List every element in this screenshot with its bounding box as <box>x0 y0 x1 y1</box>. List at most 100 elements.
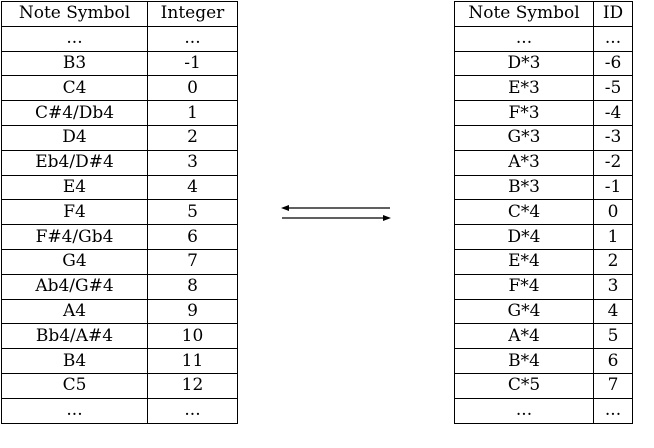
value-cell: 5 <box>593 323 633 350</box>
note-symbol-cell: D*3 <box>454 50 594 77</box>
note-symbol-cell: A*3 <box>454 149 594 176</box>
table-row: E*3 -5 <box>454 75 633 102</box>
table-row: G*4 4 <box>454 298 633 325</box>
value-cell: -6 <box>593 50 633 77</box>
value-cell: ... <box>147 25 238 52</box>
value-cell: 1 <box>593 224 633 250</box>
header-note-symbol: Note Symbol <box>1 1 148 27</box>
table-row: E4 4 <box>1 174 238 201</box>
note-symbol-cell: F#4/Gb4 <box>1 224 148 250</box>
note-symbol-cell: G*4 <box>454 298 594 325</box>
table-row: B4 11 <box>1 348 238 374</box>
left-note-table: Note Symbol Integer ...... B3 -1 C4 0 C#4/Db4… <box>1 1 238 424</box>
header-id: ID <box>593 1 633 27</box>
table-row: D4 2 <box>1 124 238 151</box>
note-symbol-cell: C*5 <box>454 372 594 399</box>
value-cell: -1 <box>147 50 238 77</box>
table-row: G*3 -3 <box>454 124 633 151</box>
table-row: B*3 -1 <box>454 174 633 201</box>
note-symbol-cell: C#4/Db4 <box>1 100 148 126</box>
note-symbol-cell: ... <box>454 25 594 52</box>
note-symbol-cell: ... <box>1 397 148 424</box>
note-symbol-cell: ... <box>1 25 148 52</box>
value-cell: -5 <box>593 75 633 102</box>
note-symbol-cell: D4 <box>1 124 148 151</box>
table-row: ...... <box>454 25 633 52</box>
note-symbol-cell: D*4 <box>454 224 594 250</box>
note-symbol-cell: A*4 <box>454 323 594 350</box>
note-symbol-cell: B4 <box>1 348 148 374</box>
table-row: D*4 1 <box>454 224 633 250</box>
value-cell: 3 <box>147 149 238 176</box>
table-row: F*4 3 <box>454 273 633 300</box>
value-cell: 4 <box>593 298 633 325</box>
value-cell: -3 <box>593 124 633 151</box>
table-row: B3 -1 <box>1 50 238 77</box>
note-symbol-cell: E4 <box>1 174 148 201</box>
table-row: Ab4/G#4 8 <box>1 273 238 300</box>
note-symbol-cell: C4 <box>1 75 148 102</box>
value-cell: 10 <box>147 323 238 350</box>
table-row: ...... <box>1 397 238 424</box>
table-row: A*3 -2 <box>454 149 633 176</box>
value-cell: -4 <box>593 100 633 126</box>
right-table-body: ...... D*3 -6 E*3 -5 F*3 -4 G*3 -3 A*3 -2 B*3 -1 C*4 0… <box>454 25 633 424</box>
value-cell: ... <box>147 397 238 424</box>
value-cell: 3 <box>593 273 633 300</box>
note-symbol-cell: G4 <box>1 248 148 275</box>
note-symbol-cell: E*3 <box>454 75 594 102</box>
table-row: C4 0 <box>1 75 238 102</box>
note-symbol-cell: F*4 <box>454 273 594 300</box>
note-symbol-cell: Bb4/A#4 <box>1 323 148 350</box>
value-cell: 0 <box>593 199 633 226</box>
table-row: C*4 0 <box>454 199 633 226</box>
value-cell: 8 <box>147 273 238 300</box>
value-cell: 7 <box>147 248 238 275</box>
note-symbol-cell: Eb4/D#4 <box>1 149 148 176</box>
table-row: ...... <box>1 25 238 52</box>
value-cell: 6 <box>147 224 238 250</box>
table-row: C*5 7 <box>454 372 633 399</box>
note-symbol-cell: C5 <box>1 372 148 399</box>
note-symbol-cell: C*4 <box>454 199 594 226</box>
table-row: B*4 6 <box>454 348 633 374</box>
note-symbol-cell: A4 <box>1 298 148 325</box>
table-row: ...... <box>454 397 633 424</box>
note-symbol-cell: B3 <box>1 50 148 77</box>
table-row: D*3 -6 <box>454 50 633 77</box>
value-cell: ... <box>593 397 633 424</box>
value-cell: 1 <box>147 100 238 126</box>
table-row: Bb4/A#4 10 <box>1 323 238 350</box>
value-cell: 5 <box>147 199 238 226</box>
table-row: A*4 5 <box>454 323 633 350</box>
note-symbol-cell: F*3 <box>454 100 594 126</box>
table-row: F4 5 <box>1 199 238 226</box>
header-integer: Integer <box>147 1 238 27</box>
table-row: C#4/Db4 1 <box>1 100 238 126</box>
right-note-table: Note Symbol ID ...... D*3 -6 E*3 -5 F*3 -4 G*3-… <box>454 1 633 424</box>
value-cell: 9 <box>147 298 238 325</box>
note-symbol-cell: F4 <box>1 199 148 226</box>
value-cell: 0 <box>147 75 238 102</box>
table-row: Eb4/D#4 3 <box>1 149 238 176</box>
note-symbol-cell: G*3 <box>454 124 594 151</box>
table-header-row: Note Symbol Integer <box>1 1 238 27</box>
value-cell: 4 <box>147 174 238 201</box>
note-symbol-cell: B*4 <box>454 348 594 374</box>
value-cell: 7 <box>593 372 633 399</box>
note-symbol-cell: Ab4/G#4 <box>1 273 148 300</box>
value-cell: -1 <box>593 174 633 201</box>
note-symbol-cell: ... <box>454 397 594 424</box>
table-row: G4 7 <box>1 248 238 275</box>
value-cell: ... <box>593 25 633 52</box>
table-row: A4 9 <box>1 298 238 325</box>
value-cell: 12 <box>147 372 238 399</box>
value-cell: 2 <box>147 124 238 151</box>
bidirectional-arrows-icon <box>281 205 391 221</box>
value-cell: 2 <box>593 248 633 275</box>
table-row: C5 12 <box>1 372 238 399</box>
value-cell: -2 <box>593 149 633 176</box>
value-cell: 6 <box>593 348 633 374</box>
value-cell: 11 <box>147 348 238 374</box>
left-table-body: ...... B3 -1 C4 0 C#4/Db4 1 D4 2 Eb4/D#4 3 E4 4 F4 5 F#… <box>1 25 238 424</box>
